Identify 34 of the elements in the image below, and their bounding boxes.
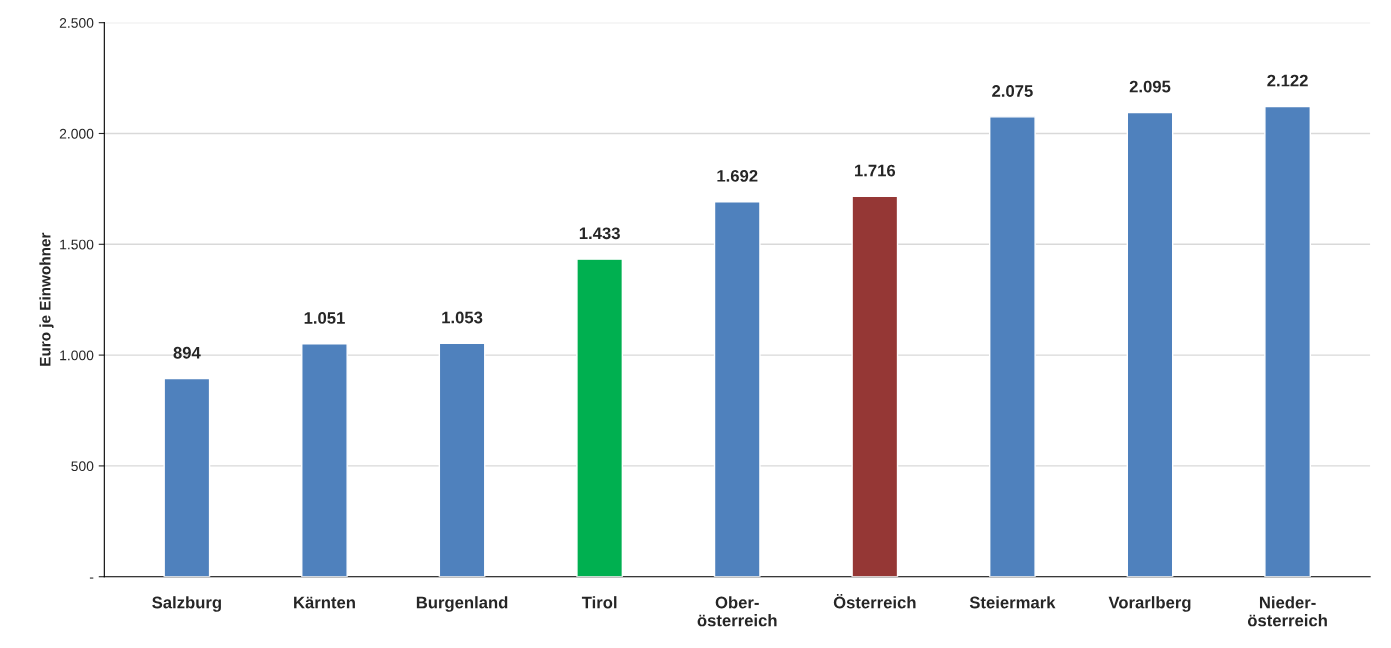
y-tick-label: 1.000: [60, 350, 94, 361]
x-tick-label: Vorarlberg: [1108, 596, 1191, 612]
x-tick-label: Kärnten: [294, 596, 355, 609]
x-tick-label: Tirol: [581, 596, 617, 609]
bar: [713, 201, 761, 577]
bar: [851, 195, 899, 577]
bar: [301, 343, 348, 577]
y-tick-label: 1.500: [60, 239, 94, 250]
y-tick-label: 2.500: [59, 18, 94, 28]
x-tick-label: Salzburg: [152, 596, 221, 612]
bar: [163, 377, 211, 577]
x-tick-label: Österreich: [833, 594, 916, 609]
data-label: 1.433: [579, 227, 620, 240]
x-tick-label: Nieder- österreich: [1247, 596, 1327, 627]
data-label: 1.051: [304, 312, 345, 324]
bar: [1264, 105, 1311, 577]
data-label: 2.075: [992, 85, 1033, 97]
y-tick-label: 2.000: [59, 128, 94, 139]
bar: [989, 116, 1036, 577]
data-label: 1.692: [717, 169, 758, 182]
bar: [576, 258, 624, 577]
y-tick-label: 500: [71, 461, 94, 472]
bar: [1126, 111, 1174, 577]
data-label: 1.053: [442, 311, 483, 324]
data-label: 1.716: [855, 164, 896, 177]
bar: [438, 342, 486, 577]
data-label: 894: [173, 346, 201, 359]
data-label: 2.122: [1267, 74, 1308, 87]
y-tick-label: -: [89, 577, 94, 579]
x-tick-label: Steiermark: [969, 596, 1056, 609]
y-axis-title: Euro je Einwohner: [39, 232, 54, 366]
x-tick-label: Ober- österreich: [697, 596, 777, 627]
data-label: 2.095: [1129, 80, 1171, 93]
x-tick-label: Burgenland: [416, 596, 508, 612]
